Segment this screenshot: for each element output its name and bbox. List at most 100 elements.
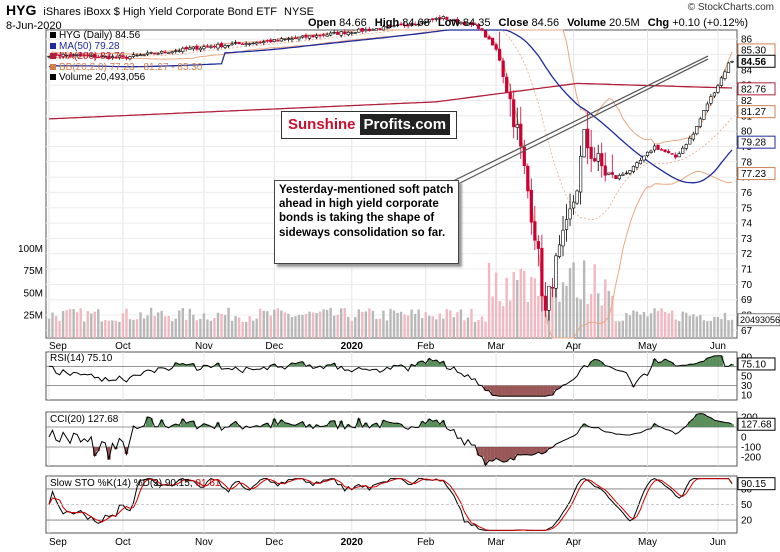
candle-body bbox=[441, 16, 445, 19]
rsi-fill-down bbox=[547, 385, 551, 396]
price-tick-label: 73 bbox=[741, 234, 753, 245]
price-value-tag-text: 77.23 bbox=[741, 169, 766, 180]
panel-frame bbox=[45, 351, 738, 401]
volume-value-tag-text: 20493056 bbox=[740, 315, 780, 325]
volume-bar bbox=[713, 316, 716, 338]
candle-body bbox=[233, 42, 238, 44]
rsi-fill-up bbox=[663, 359, 667, 367]
legend-text: MA(50) 79.28 bbox=[59, 40, 120, 52]
candle-body bbox=[512, 99, 516, 128]
candle-body bbox=[290, 38, 294, 41]
ticker-symbol: HYG bbox=[6, 2, 37, 18]
candle-body bbox=[68, 54, 72, 57]
rsi-fill-up bbox=[307, 364, 312, 367]
legend-text: HYG (Daily) 84.56 bbox=[59, 30, 141, 41]
volume-bar bbox=[72, 308, 75, 338]
volume-bar bbox=[378, 318, 382, 338]
cci-fill-up bbox=[290, 424, 294, 427]
volume-bar bbox=[621, 320, 625, 338]
candle-body bbox=[726, 62, 731, 73]
candle-body bbox=[346, 31, 350, 35]
candle-body bbox=[522, 146, 526, 167]
cci-tick-label: -200 bbox=[741, 453, 761, 464]
volume-bar bbox=[269, 315, 272, 338]
rsi-fill-up bbox=[300, 361, 305, 367]
candle-body bbox=[582, 129, 586, 158]
candle-body bbox=[589, 146, 593, 159]
rsi-fill-down bbox=[504, 385, 509, 397]
volume-bar bbox=[178, 310, 181, 338]
volume-bar bbox=[579, 299, 582, 338]
candle-body bbox=[557, 244, 562, 257]
cci-fill-up bbox=[392, 423, 396, 427]
candle-body bbox=[716, 85, 720, 93]
candle-body bbox=[712, 92, 716, 97]
volume-bar bbox=[375, 319, 378, 338]
cci-fill-down bbox=[480, 447, 484, 457]
cci-fill-up bbox=[702, 413, 706, 427]
legend-swatch bbox=[50, 53, 56, 60]
candle-body bbox=[103, 55, 107, 58]
rsi-legend: RSI(14) 75.10 bbox=[50, 353, 113, 364]
price-tick-label: 71 bbox=[741, 265, 753, 276]
volume-bar bbox=[463, 320, 466, 338]
candle-body bbox=[360, 28, 364, 32]
volume-bar bbox=[420, 318, 424, 338]
rsi-fill-up bbox=[180, 363, 185, 367]
cci-fill-up bbox=[191, 420, 196, 427]
candle-body bbox=[529, 189, 533, 223]
rsi-fill-up bbox=[399, 364, 403, 367]
rsi-fill-up bbox=[592, 359, 597, 367]
candle-body bbox=[473, 23, 477, 25]
ohlc-value-high: 84.68 bbox=[402, 17, 433, 29]
cci-fill-down bbox=[526, 447, 530, 455]
legend-text: Volume 20,493,056 bbox=[59, 72, 146, 84]
volume-bar bbox=[227, 307, 230, 338]
rsi-fill-down bbox=[490, 385, 495, 396]
legend-swatch bbox=[50, 63, 56, 70]
volume-bar bbox=[593, 264, 596, 338]
candle-body bbox=[709, 96, 713, 104]
rsi-fill-up bbox=[173, 362, 178, 367]
cci-fill-up bbox=[265, 423, 270, 427]
volume-bar bbox=[364, 311, 368, 338]
volume-bar bbox=[97, 309, 100, 338]
price-tick-label: 78 bbox=[741, 157, 753, 168]
volume-bar bbox=[667, 313, 670, 338]
volume-bar bbox=[132, 320, 135, 338]
candle-body bbox=[230, 43, 234, 46]
candle-body bbox=[466, 22, 470, 26]
volume-bar bbox=[417, 309, 420, 338]
cci-fill-up bbox=[177, 425, 182, 427]
cci-fill-up bbox=[371, 424, 375, 427]
volume-bar bbox=[702, 320, 706, 338]
candle-body bbox=[283, 38, 287, 41]
cci-fill-up bbox=[184, 423, 189, 427]
candle-body bbox=[698, 118, 702, 127]
rsi-fill-up bbox=[687, 364, 692, 367]
volume-bar bbox=[480, 316, 484, 338]
volume-bar bbox=[128, 319, 132, 338]
candle-body bbox=[244, 43, 248, 45]
candle-body bbox=[209, 46, 213, 48]
ohlc-readout: Open 84.66 High 84.68 Low 84.35 Close 84… bbox=[308, 17, 753, 29]
volume-bar bbox=[572, 262, 575, 338]
cci-tick-label: -100 bbox=[741, 443, 761, 454]
rsi-fill-down bbox=[536, 385, 541, 397]
volume-bar bbox=[297, 314, 301, 338]
rsi-fill-down bbox=[533, 385, 537, 397]
rsi-tick-label: 50 bbox=[741, 372, 753, 383]
cci-line bbox=[48, 412, 733, 466]
cci-fill-down bbox=[522, 447, 527, 455]
volume-bar bbox=[642, 311, 646, 338]
volume-bar bbox=[308, 311, 311, 338]
volume-bar bbox=[283, 312, 287, 338]
volume-bar bbox=[699, 314, 702, 338]
month-label: Nov bbox=[195, 537, 213, 548]
cci-fill-up bbox=[381, 420, 386, 427]
volume-bar bbox=[466, 317, 470, 338]
candle-body bbox=[371, 29, 375, 31]
candle-body bbox=[57, 54, 62, 57]
rsi-fill-down bbox=[554, 385, 558, 390]
cci-fill-up bbox=[307, 424, 312, 427]
